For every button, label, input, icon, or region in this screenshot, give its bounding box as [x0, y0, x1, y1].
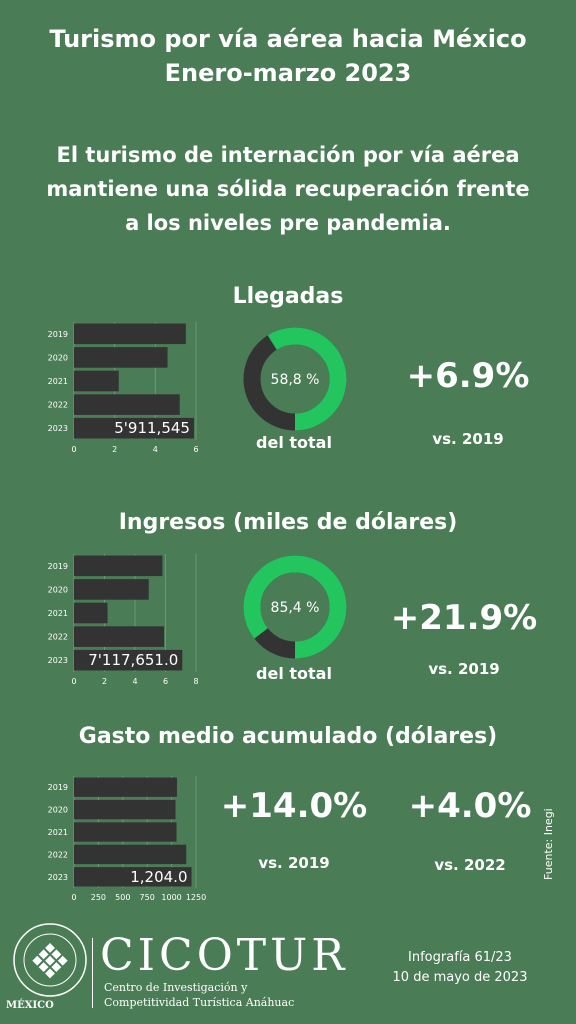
- footer-info: Infografía 61/23 10 de mayo de 2023: [372, 948, 548, 988]
- llegadas-donut-caption: del total: [256, 433, 332, 452]
- bar-2019: [74, 777, 177, 797]
- x-tick-label: 750: [140, 893, 155, 902]
- llegadas-title: Llegadas: [232, 284, 344, 309]
- subtitle-line-2: mantiene una sólida recuperación frente: [46, 177, 530, 201]
- x-tick-label: 4: [153, 445, 158, 454]
- y-tick-label: 2019: [48, 562, 68, 571]
- bar-2022: [74, 844, 187, 865]
- y-tick-label: 2020: [48, 585, 68, 594]
- cicotur-subtitle-line-1: Centro de Investigación y: [104, 981, 248, 994]
- y-tick-label: 2022: [48, 850, 68, 859]
- y-tick-label: 2019: [48, 783, 68, 792]
- ingresos-change: +21.9%: [390, 598, 538, 638]
- bar-2022: [74, 394, 180, 415]
- x-tick-label: 0: [71, 677, 76, 686]
- footer-divider: [92, 938, 93, 1008]
- university-logo-icon: [13, 923, 87, 997]
- cicotur-subtitle-line-2: Competitividad Turística Anáhuac: [104, 996, 295, 1009]
- bar-2020: [74, 579, 149, 600]
- x-tick-label: 8: [193, 677, 198, 686]
- page-title: Turismo por vía aérea hacia México Enero…: [0, 22, 576, 90]
- donut-segment-main: [243, 555, 347, 659]
- page-subtitle: El turismo de internación por vía aérea …: [0, 138, 576, 240]
- bar-2023: [74, 867, 192, 887]
- y-tick-label: 2023: [48, 424, 68, 433]
- x-tick-label: 0: [71, 893, 76, 902]
- bar-data-label: 5'911,545: [114, 419, 190, 437]
- x-tick-label: 2: [112, 445, 117, 454]
- llegadas-donut-chart: 58,8 %: [243, 327, 347, 431]
- llegadas-change: +6.9%: [406, 356, 530, 396]
- y-tick-label: 2020: [48, 806, 68, 815]
- subtitle-line-1: El turismo de internación por vía aérea: [56, 143, 520, 167]
- publication-date: 10 de mayo de 2023: [392, 970, 528, 985]
- y-tick-label: 2022: [48, 633, 68, 642]
- title-line-2: Enero-marzo 2023: [164, 59, 412, 87]
- donut-center-label: 85,4 %: [271, 600, 320, 616]
- bar-2023: [74, 649, 183, 671]
- y-tick-label: 2019: [48, 330, 68, 339]
- x-tick-label: 6: [193, 445, 198, 454]
- cicotur-logo: CICOTUR: [100, 930, 349, 981]
- gasto-bar-chart: 0 250 500 750 1000 1250 2019 2020 2021 2022 2023 1,…: [48, 776, 206, 902]
- llegadas-bar-chart: 0 2 4 6 2019 2020 2021 2022 2023 5'911,545: [48, 322, 199, 454]
- university-country: MÉXICO: [6, 1000, 54, 1011]
- cicotur-subtitle: Centro de Investigación y Competitividad…: [104, 980, 294, 1010]
- donut-center-label: 58,8 %: [271, 372, 320, 388]
- x-tick-label: 2: [102, 677, 107, 686]
- ingresos-bar-chart: 0 2 4 6 8 2019 2020 2021 2022 2023 7'117,651.0: [48, 554, 199, 686]
- ingresos-donut-caption: del total: [256, 664, 332, 683]
- llegadas-change-ref: vs. 2019: [432, 430, 504, 448]
- ingresos-donut-chart: 85,4 %: [243, 555, 347, 659]
- subtitle-line-3: a los niveles pre pandemia.: [125, 211, 451, 235]
- x-tick-label: 500: [115, 893, 130, 902]
- ingresos-change-ref: vs. 2019: [428, 660, 500, 678]
- y-tick-label: 2022: [48, 401, 68, 410]
- bar-2023: [74, 417, 194, 439]
- gasto-change-2019: +14.0%: [220, 786, 368, 826]
- y-tick-label: 2021: [48, 609, 68, 618]
- gasto-change-2022-ref: vs. 2022: [434, 856, 506, 874]
- bar-2019: [74, 323, 186, 345]
- bar-2021: [74, 602, 108, 624]
- infografia-number: Infografía 61/23: [408, 950, 512, 965]
- y-tick-label: 2021: [48, 377, 68, 386]
- bar-2021: [74, 822, 177, 842]
- x-tick-label: 0: [71, 445, 76, 454]
- bar-2020: [74, 347, 168, 368]
- bar-2022: [74, 626, 164, 647]
- gasto-change-2019-ref: vs. 2019: [258, 854, 330, 872]
- y-tick-label: 2023: [48, 656, 68, 665]
- x-tick-label: 6: [163, 677, 168, 686]
- y-tick-label: 2021: [48, 828, 68, 837]
- bar-data-label: 7'117,651.0: [88, 651, 178, 669]
- y-tick-label: 2023: [48, 873, 68, 882]
- bar-2021: [74, 370, 119, 392]
- bar-2019: [74, 555, 163, 577]
- title-line-1: Turismo por vía aérea hacia México: [49, 25, 527, 53]
- donut-segment-main: [243, 327, 347, 431]
- bar-data-label: 1,204.0: [130, 868, 187, 886]
- x-tick-label: 1000: [161, 893, 181, 902]
- source-note: Fuente: Inegi: [542, 808, 555, 880]
- gasto-change-2022: +4.0%: [408, 786, 532, 826]
- ingresos-title: Ingresos (miles de dólares): [118, 510, 458, 535]
- x-tick-label: 1250: [186, 893, 206, 902]
- y-tick-label: 2020: [48, 353, 68, 362]
- gasto-title: Gasto medio acumulado (dólares): [78, 724, 498, 749]
- bar-2020: [74, 799, 176, 820]
- x-tick-label: 250: [91, 893, 106, 902]
- x-tick-label: 4: [132, 677, 137, 686]
